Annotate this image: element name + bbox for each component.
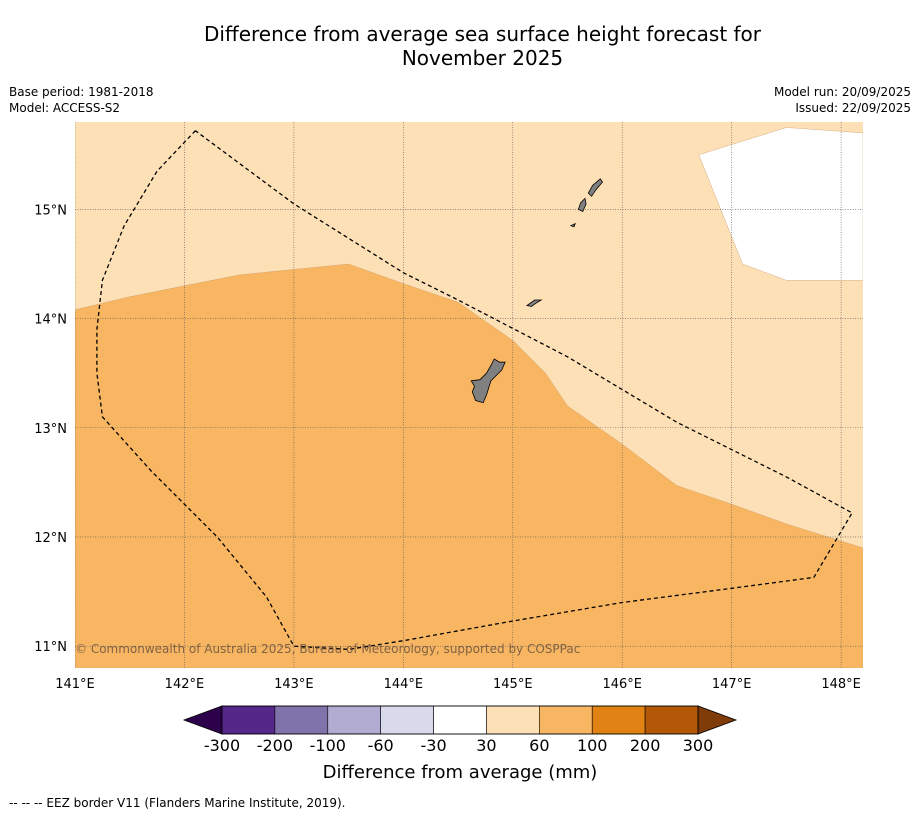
lon-tick-label: 145°E	[493, 677, 533, 692]
land-rota	[526, 299, 543, 307]
colorbar-tick-label: -60	[368, 736, 394, 755]
colorbar-tick-label: -200	[257, 736, 293, 755]
issued-text: Issued: 22/09/2025	[795, 101, 911, 115]
lat-tick-label: 12°N	[34, 531, 67, 546]
colorbar-tick-label: -300	[204, 736, 240, 755]
colorbar-frame	[221, 705, 699, 735]
colorbar-tick-label: 30	[476, 736, 496, 755]
lat-tick-label: 15°N	[34, 203, 67, 218]
colorbar-tick-label: 300	[683, 736, 714, 755]
lon-tick-label: 144°E	[384, 677, 424, 692]
colorbar-tick-label: -30	[420, 736, 446, 755]
base-period-text: Base period: 1981-2018	[9, 85, 154, 99]
colorbar-tick-label: -100	[310, 736, 346, 755]
metadata-left: Base period: 1981-2018 Model: ACCESS-S2	[9, 84, 154, 116]
colorbar-segment	[433, 705, 487, 735]
lon-tick-label: 146°E	[602, 677, 642, 692]
colorbar-label: Difference from average (mm)	[323, 762, 598, 783]
colorbar-segment	[539, 705, 593, 735]
map-title: Difference from average sea surface heig…	[0, 22, 919, 70]
lon-tick-label: 143°E	[274, 677, 314, 692]
lon-tick-label: 147°E	[712, 677, 752, 692]
copyright-text: © Commonwealth of Australia 2025, Bureau…	[75, 642, 580, 656]
colorbar-segment	[591, 705, 646, 735]
colorbar-segment	[644, 705, 699, 735]
colorbar-tick-label: 60	[529, 736, 549, 755]
lon-tick-label: 142°E	[165, 677, 205, 692]
colorbar-extend-low	[182, 705, 223, 735]
colorbar-segment	[380, 705, 434, 735]
lat-tick-label: 13°N	[34, 422, 67, 437]
colorbar-segment	[221, 705, 276, 735]
region-60-to-100	[75, 263, 863, 668]
colorbar-extend-high	[697, 705, 738, 735]
land-tinian	[577, 197, 587, 213]
model-text: Model: ACCESS-S2	[9, 101, 121, 115]
model-run-text: Model run: 20/09/2025	[773, 85, 911, 99]
lat-tick-label: 14°N	[34, 313, 67, 328]
colorbar-segment	[327, 705, 381, 735]
eez-border	[96, 130, 854, 651]
title-line-1: Difference from average sea surface heig…	[203, 22, 762, 46]
region--30-to-30	[698, 127, 863, 281]
eez-footnote: -- -- -- EEZ border V11 (Flanders Marine…	[9, 796, 346, 810]
land-saipan	[587, 178, 604, 197]
colorbar-tick-label: 100	[577, 736, 608, 755]
land-aguijan	[569, 222, 576, 228]
lon-tick-label: 141°E	[55, 677, 95, 692]
lat-tick-label: 11°N	[34, 640, 67, 655]
land-guam	[470, 358, 506, 404]
colorbar-segment	[486, 705, 540, 735]
metadata-right: Model run: 20/09/2025 Issued: 22/09/2025	[774, 84, 911, 116]
colorbar-tick-label: 200	[630, 736, 661, 755]
map-area: © Commonwealth of Australia 2025, Bureau…	[75, 122, 863, 668]
lon-tick-label: 148°E	[821, 677, 861, 692]
title-line-2: November 2025	[401, 46, 564, 70]
colorbar-segment	[274, 705, 329, 735]
